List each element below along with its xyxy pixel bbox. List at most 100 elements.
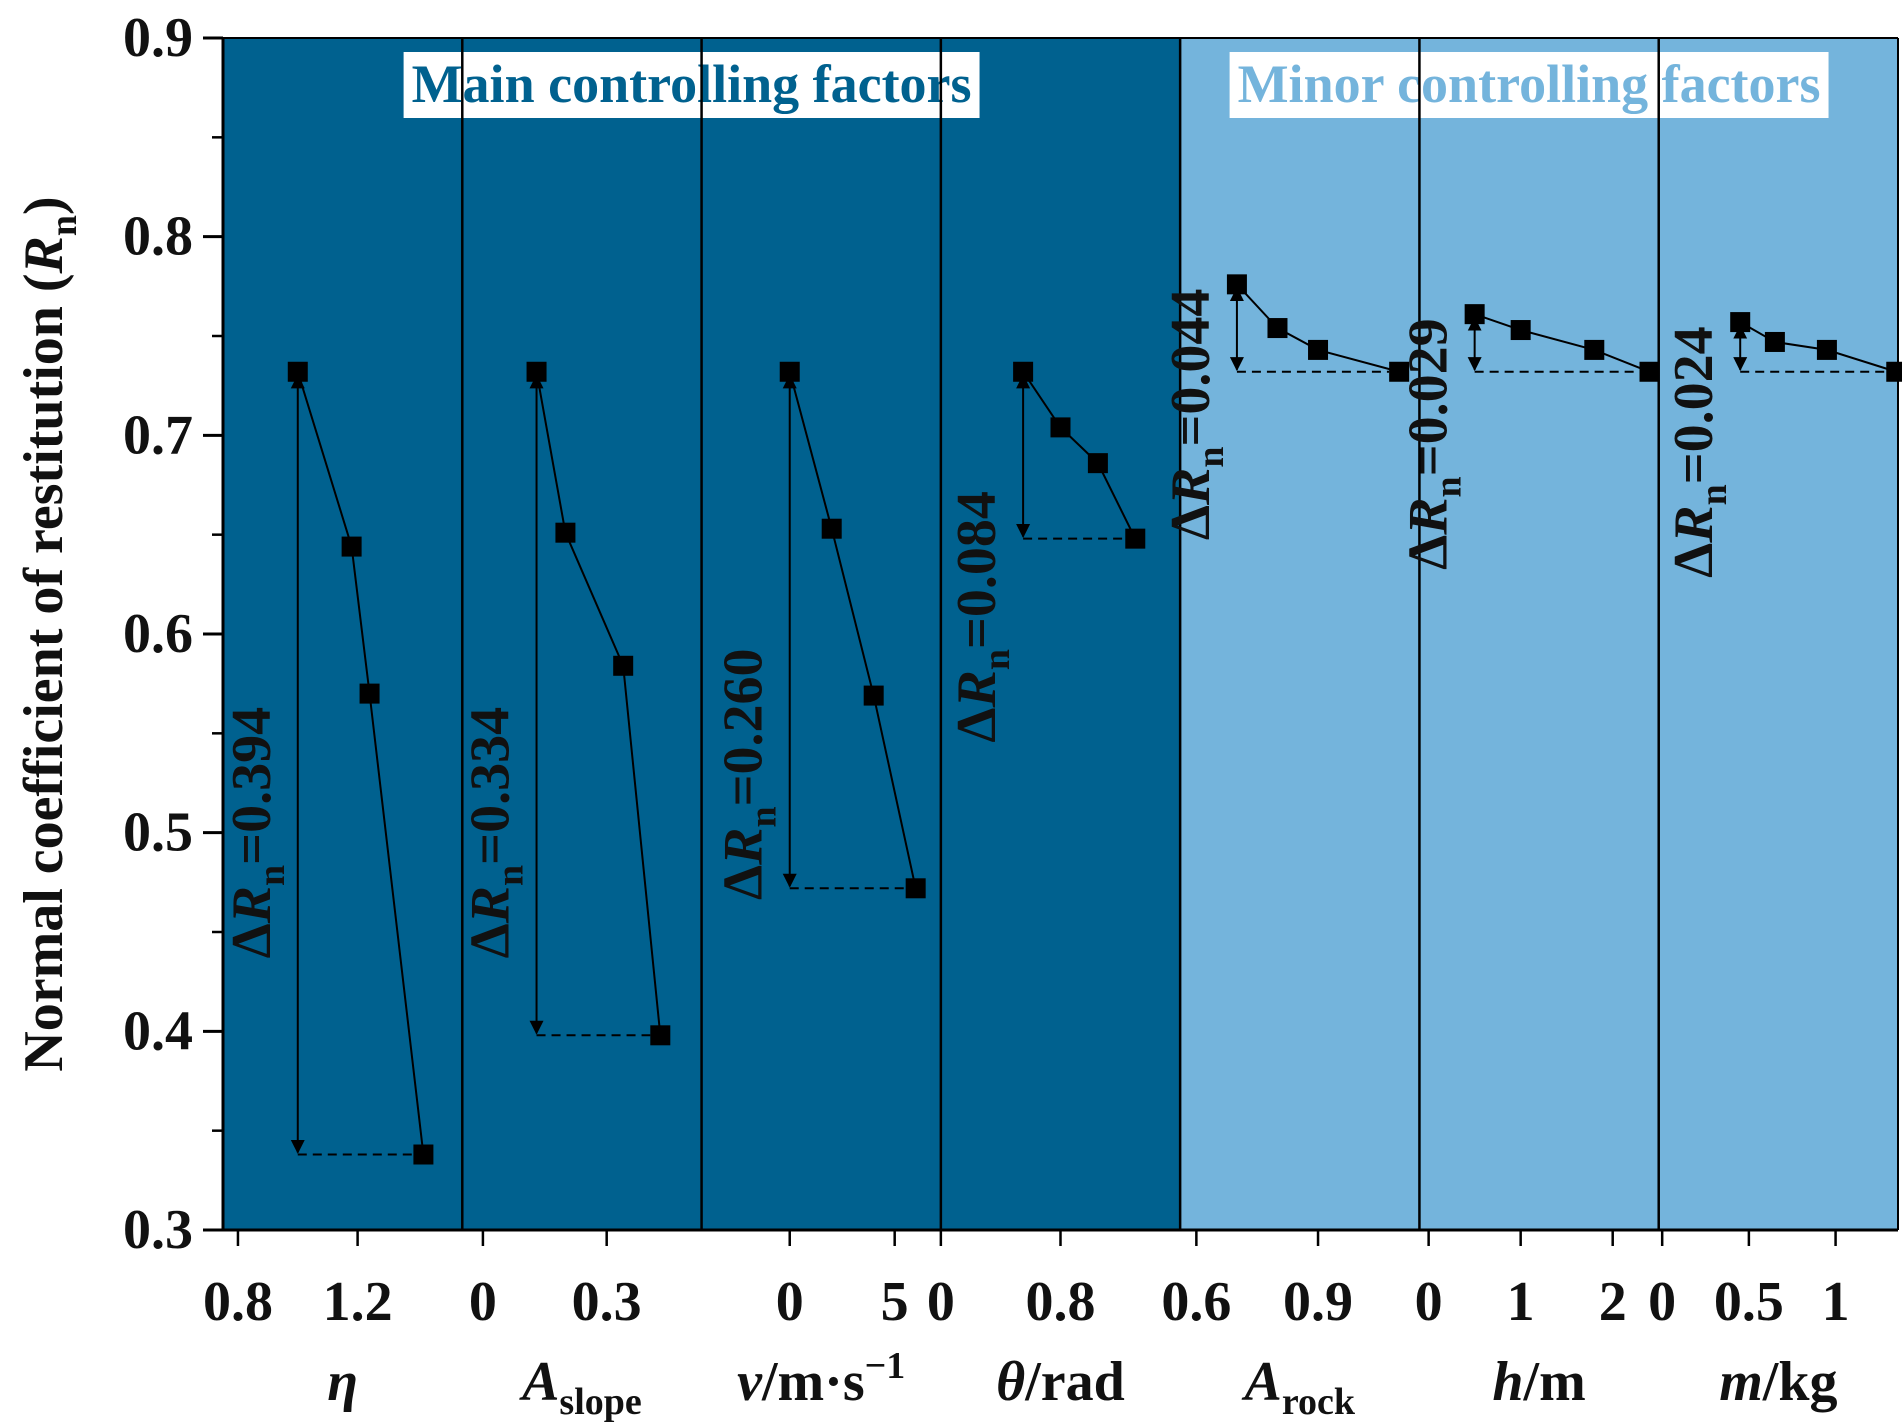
x-axis-symbol: m (1719, 1351, 1763, 1413)
y-axis-title: Normal coefficient of restitution (Rn) (13, 196, 85, 1071)
data-point (1267, 318, 1288, 339)
delta-value: =0.024 (1663, 326, 1725, 484)
x-tick-label: 1 (1507, 1271, 1535, 1333)
y-axis-title-text: Normal coefficient of restitution ( (13, 273, 75, 1071)
data-point (1087, 453, 1108, 474)
x-axis-symbol: h (1492, 1351, 1523, 1413)
x-axis-symbol: A (519, 1351, 559, 1413)
data-point (1125, 528, 1146, 549)
y-tick-label: 0.3 (123, 1199, 193, 1261)
delta-symbol: Δ (713, 865, 775, 900)
delta-variable: R (221, 886, 283, 924)
y-tick-label: 0.7 (123, 404, 193, 466)
delta-value: =0.044 (1160, 289, 1222, 447)
delta-value: =0.084 (946, 491, 1008, 649)
data-point (341, 536, 362, 557)
panel-background (940, 38, 1181, 1230)
delta-variable: R (713, 827, 775, 865)
series-line (296, 371, 425, 1155)
data-point (863, 685, 884, 706)
data-point (413, 1144, 434, 1165)
x-tick-label: 0 (1415, 1271, 1443, 1333)
delta-value: =0.394 (221, 707, 283, 865)
panel-background (1658, 38, 1898, 1230)
data-point (555, 522, 576, 543)
x-axis-subscript: slope (559, 1381, 641, 1423)
x-axis-symbol: η (327, 1351, 358, 1413)
x-axis-unit: /rad (1024, 1351, 1125, 1413)
delta-value: =0.029 (1398, 318, 1460, 476)
x-tick-label: 1.2 (323, 1271, 393, 1333)
panel-background (223, 38, 463, 1230)
panel-background (462, 38, 702, 1230)
data-point (359, 683, 380, 704)
x-axis-unit: /m (1523, 1351, 1586, 1413)
delta-subscript: n (976, 649, 1018, 670)
x-tick-label: 0.9 (1283, 1271, 1353, 1333)
y-axis-title-subscript: n (43, 215, 85, 236)
x-tick-label: 0.3 (572, 1271, 642, 1333)
series-line (1236, 283, 1400, 373)
delta-label: ΔRn=0.084 (946, 491, 1018, 743)
x-axis-subscript: rock (1282, 1381, 1356, 1423)
y-tick-label: 0.6 (123, 603, 193, 665)
data-point (650, 1025, 671, 1046)
panel-background (1180, 38, 1420, 1230)
delta-label: ΔRn=0.029 (1398, 318, 1470, 570)
series-line (1739, 321, 1897, 373)
delta-label: ΔRn=0.394 (221, 707, 293, 959)
data-point (1050, 417, 1071, 438)
group-label-minor: Minor controlling factors (1238, 54, 1821, 114)
x-axis-symbol: A (1242, 1351, 1282, 1413)
data-point (1886, 361, 1902, 382)
data-point (779, 361, 800, 382)
x-tick-label: 0 (776, 1271, 804, 1333)
delta-symbol: Δ (221, 923, 283, 958)
x-axis-superscript: −1 (865, 1345, 906, 1387)
data-point (1730, 312, 1751, 333)
x-tick-label: 2 (1599, 1271, 1627, 1333)
panel-background (701, 38, 941, 1230)
delta-label: ΔRn=0.044 (1160, 289, 1232, 541)
delta-label: ΔRn=0.260 (713, 648, 785, 900)
x-axis-title: η (327, 1351, 358, 1413)
x-tick-label: 0.5 (1714, 1271, 1784, 1333)
delta-label: ΔRn=0.334 (460, 707, 532, 959)
y-axis-title-close: ) (13, 196, 75, 215)
data-point (1816, 339, 1837, 360)
x-tick-label: 0 (927, 1271, 955, 1333)
x-tick-label: 0.6 (1161, 1271, 1231, 1333)
x-axis-symbol: θ (996, 1351, 1025, 1413)
y-tick-label: 0.4 (123, 1000, 193, 1062)
data-point (287, 361, 308, 382)
data-point (1226, 274, 1247, 295)
delta-variable: R (1398, 497, 1460, 535)
series-line (535, 371, 662, 1036)
delta-value: =0.260 (713, 648, 775, 806)
data-point (905, 878, 926, 899)
x-tick-label: 5 (881, 1271, 909, 1333)
data-point (526, 361, 547, 382)
delta-value: =0.334 (460, 707, 522, 865)
x-axis-title: h/m (1492, 1351, 1585, 1413)
x-axis-title: Aslope (519, 1351, 642, 1423)
group-label-box-minor (1229, 52, 1829, 118)
delta-label: ΔRn=0.024 (1663, 326, 1735, 578)
series-line (1474, 313, 1650, 373)
data-point (821, 518, 842, 539)
delta-subscript: n (743, 806, 785, 827)
delta-subscript: n (1428, 476, 1470, 497)
series-line (788, 371, 917, 889)
x-axis-title: θ/rad (996, 1351, 1125, 1413)
delta-symbol: Δ (946, 708, 1008, 743)
x-tick-label: 0 (469, 1271, 497, 1333)
y-tick-label: 0.5 (123, 802, 193, 864)
group-label-main: Main controlling factors (412, 54, 972, 114)
delta-variable: R (946, 670, 1008, 708)
data-point (1308, 339, 1329, 360)
delta-variable: R (460, 886, 522, 924)
x-tick-label: 0.8 (203, 1271, 273, 1333)
data-point (1639, 361, 1660, 382)
delta-subscript: n (251, 865, 293, 886)
